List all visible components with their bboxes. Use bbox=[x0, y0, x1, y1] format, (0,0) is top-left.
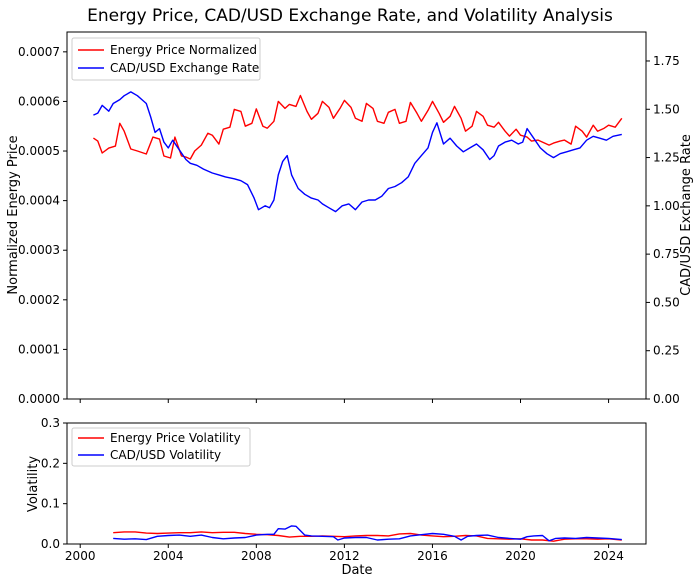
cad-usd-rate-line bbox=[93, 91, 622, 213]
top-series-lines bbox=[93, 91, 623, 213]
left-y-tick-label: 0.0007 bbox=[18, 45, 60, 59]
x-tick-label-2008: 2008 bbox=[241, 549, 272, 563]
volatility-y-tick-label: 0.3 bbox=[41, 416, 60, 430]
left-y-tick-label: 0.0003 bbox=[18, 243, 60, 257]
volatility-y-axis-label: Volatility bbox=[26, 456, 41, 512]
bottom-legend: Energy Price Volatility CAD/USD Volatili… bbox=[71, 427, 251, 467]
right-y-axis-label: CAD/USD Exchange Rate bbox=[679, 134, 694, 296]
volatility-y-tick-label: 0.0 bbox=[41, 537, 60, 551]
bottom-x-ticks: 2000 2004 2008 2012 2016 2020 2024 bbox=[65, 544, 624, 563]
right-y-tick-label: 1.50 bbox=[653, 102, 680, 116]
x-tick-label-2000: 2000 bbox=[65, 549, 96, 563]
legend-label-cad-vol: CAD/USD Volatility bbox=[110, 448, 221, 462]
right-y-tick-label: 1.00 bbox=[653, 199, 680, 213]
top-left-y-ticks: 0.0000 0.0001 0.0002 0.0003 0.0004 0.0005 0.00… bbox=[18, 45, 67, 406]
top-axes-frame bbox=[66, 31, 647, 400]
left-y-tick-label: 0.0005 bbox=[18, 144, 60, 158]
bottom-axes-frame bbox=[66, 422, 647, 545]
left-y-tick-label: 0.0002 bbox=[18, 293, 60, 307]
right-y-tick-label: 0.50 bbox=[653, 295, 680, 309]
bottom-legend-box bbox=[71, 427, 251, 467]
left-y-tick-label: 0.0001 bbox=[18, 342, 60, 356]
legend-label-energy-vol: Energy Price Volatility bbox=[110, 431, 241, 445]
top-x-ticks bbox=[79, 399, 610, 403]
top-legend-box bbox=[71, 37, 261, 81]
x-axis-label: Date bbox=[341, 563, 372, 578]
left-y-tick-label: 0.0006 bbox=[18, 94, 60, 108]
volatility-y-tick-label: 0.2 bbox=[41, 456, 60, 470]
x-tick-label-2024: 2024 bbox=[593, 549, 624, 563]
energy-price-line bbox=[93, 94, 623, 160]
right-y-tick-label: 1.75 bbox=[653, 54, 680, 68]
left-y-axis-label: Normalized Energy Price bbox=[6, 135, 21, 294]
energy-volatility-line bbox=[113, 531, 622, 542]
x-tick-label-2012: 2012 bbox=[329, 549, 360, 563]
x-tick-label-2016: 2016 bbox=[417, 549, 448, 563]
right-y-tick-label: 1.25 bbox=[653, 151, 680, 165]
x-tick-label-2020: 2020 bbox=[505, 549, 536, 563]
bottom-axes: 2000 2004 2008 2012 2016 2020 2024 0.00.10.20.… bbox=[26, 416, 647, 578]
cad-usd-volatility-line bbox=[113, 525, 622, 542]
x-tick-label-2004: 2004 bbox=[153, 549, 184, 563]
top-legend: Energy Price Normalized CAD/USD Exchange… bbox=[71, 37, 261, 81]
right-y-tick-label: 0.25 bbox=[653, 344, 680, 358]
right-y-tick-label: 0.00 bbox=[653, 392, 680, 406]
left-y-tick-label: 0.0004 bbox=[18, 194, 60, 208]
chart-title: Energy Price, CAD/USD Exchange Rate, and… bbox=[87, 6, 613, 26]
bottom-series-lines bbox=[113, 525, 622, 542]
bottom-y-ticks: 0.0 0.1 0.2 0.3 bbox=[41, 416, 67, 551]
left-y-tick-label: 0.0000 bbox=[18, 392, 60, 406]
top-right-y-ticks: 0.00 0.25 0.50 0.75 1.00 1.25 1.50 1.75 bbox=[646, 54, 680, 406]
volatility-y-tick-label: 0.1 bbox=[41, 497, 60, 511]
legend-label-energy: Energy Price Normalized bbox=[110, 43, 257, 57]
top-axes: 0.0000 0.0001 0.0002 0.0003 0.0004 0.0005 0.00… bbox=[6, 31, 694, 406]
right-y-tick-label: 0.75 bbox=[653, 247, 680, 261]
legend-label-cad: CAD/USD Exchange Rate bbox=[110, 61, 259, 75]
